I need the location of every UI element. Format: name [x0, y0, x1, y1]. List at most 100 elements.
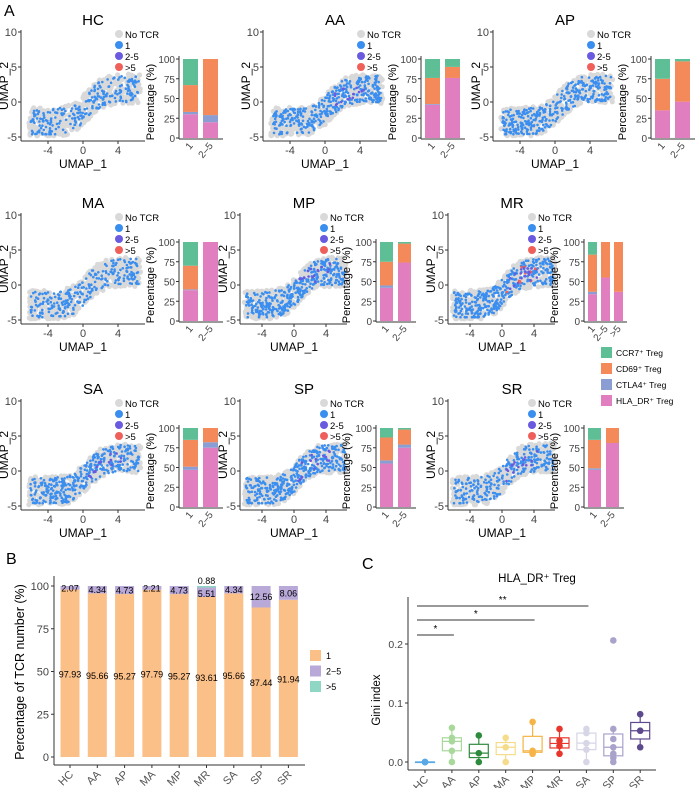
umap-point-clone-1 — [317, 106, 321, 109]
umap-legend-swatch — [115, 213, 123, 221]
umap-point-clone-1 — [319, 115, 323, 119]
umap-point-clone-1 — [537, 257, 541, 261]
umap-point-clone-1 — [261, 311, 265, 315]
umap-point-clone-expanded — [534, 267, 537, 270]
umap-legend-label: 1 — [538, 224, 543, 235]
umap-point-clone-1 — [135, 80, 138, 84]
umap-point-clone-1 — [533, 283, 537, 287]
umap-point-clone-1 — [360, 80, 364, 84]
umap-point-clone-1 — [48, 111, 52, 114]
umap-point-clone-1 — [245, 292, 249, 295]
umap-point-clone-1 — [487, 304, 490, 308]
umap-point-clone-1 — [61, 128, 65, 132]
umap-point-clone-1 — [51, 124, 54, 127]
umap-legend-swatch — [357, 30, 365, 38]
umap-point-clone-1 — [118, 258, 122, 261]
umap-point-clone-expanded — [505, 290, 509, 294]
umap-point-no-tcr — [535, 284, 541, 290]
umap-point-clone-1 — [66, 312, 70, 316]
umap-point-no-tcr — [343, 75, 349, 81]
umap-point-clone-1 — [64, 109, 67, 113]
umap-point-clone-1 — [511, 271, 514, 274]
umap-point-clone-1 — [329, 277, 333, 280]
umap-point-clone-1 — [350, 102, 354, 105]
umap-point-clone-1 — [322, 268, 326, 271]
umap-point-clone-1 — [556, 93, 559, 96]
umap-point-clone-1 — [246, 312, 250, 315]
umap-point-clone-1 — [33, 309, 37, 312]
umap-point-clone-1 — [323, 263, 327, 266]
umap-point-clone-1 — [475, 298, 479, 302]
umap-point-clone-1 — [288, 120, 292, 124]
umap-point-clone-1 — [268, 308, 272, 312]
umap-point-clone-1 — [516, 123, 519, 127]
umap-point-clone-1 — [326, 112, 329, 116]
umap-point-clone-1 — [358, 98, 362, 101]
umap-x-tick-label: -4 — [465, 328, 475, 340]
umap-point-clone-1 — [538, 111, 542, 115]
umap-point-clone-1 — [594, 80, 597, 84]
umap-point-clone-1 — [335, 257, 338, 261]
umap-point-clone-1 — [97, 81, 100, 85]
umap-point-clone-1 — [78, 105, 81, 109]
umap-point-clone-1 — [126, 92, 129, 95]
bar-y-tick-label: 100 — [400, 55, 417, 66]
umap-point-clone-1 — [56, 311, 59, 315]
umap-point-clone-1 — [485, 292, 488, 296]
umap-point-clone-1 — [112, 261, 115, 265]
umap-point-clone-1 — [313, 269, 316, 273]
umap-point-clone-1 — [464, 293, 468, 296]
umap-point-clone-1 — [289, 123, 293, 127]
umap-point-clone-expanded — [526, 267, 529, 270]
umap-point-clone-1 — [104, 271, 108, 275]
umap-point-clone-1 — [77, 117, 81, 121]
bar-segment-ccr7 — [183, 242, 198, 266]
umap-point-clone-1 — [328, 97, 331, 101]
umap-point-clone-1 — [308, 285, 311, 289]
umap-point-clone-1 — [301, 115, 305, 118]
umap-point-clone-1 — [563, 97, 566, 101]
umap-point-clone-1 — [527, 119, 530, 122]
umap-point-clone-1 — [61, 311, 65, 314]
umap-point-clone-1 — [90, 269, 94, 272]
umap-point-clone-1 — [116, 93, 119, 96]
umap-point-clone-1 — [452, 314, 456, 317]
umap-point-clone-1 — [535, 129, 539, 133]
bar-segment-ccr7 — [655, 59, 670, 79]
umap-point-clone-1 — [604, 96, 608, 99]
umap-point-clone-1 — [509, 108, 512, 111]
umap-point-clone-1 — [126, 275, 129, 278]
umap-point-clone-1 — [274, 120, 278, 124]
umap-point-clone-1 — [33, 113, 37, 116]
umap-point-clone-1 — [46, 111, 50, 114]
umap-point-clone-1 — [271, 299, 274, 302]
umap-point-clone-1 — [555, 110, 559, 114]
umap-point-clone-expanded — [357, 90, 361, 94]
umap-point-clone-1 — [494, 286, 498, 290]
umap-point-clone-1 — [316, 260, 320, 263]
umap-point-clone-1 — [274, 294, 278, 297]
umap-point-clone-1 — [541, 116, 545, 120]
umap-point-clone-1 — [542, 271, 545, 275]
umap-point-clone-expanded — [523, 274, 527, 278]
umap-point-clone-1 — [322, 283, 326, 287]
umap-legend-label: No TCR — [125, 30, 159, 41]
umap-point-clone-1 — [480, 293, 484, 297]
umap-point-clone-1 — [538, 262, 542, 265]
umap-point-clone-1 — [535, 260, 538, 263]
umap-point-clone-1 — [312, 127, 316, 130]
umap-point-clone-1 — [295, 281, 299, 284]
umap-point-clone-1 — [41, 308, 44, 312]
umap-point-clone-1 — [57, 297, 61, 301]
bar-y-tick-label: 100 — [563, 238, 580, 249]
umap-point-clone-1 — [73, 303, 77, 307]
umap-point-clone-1 — [502, 300, 506, 303]
umap-point-clone-1 — [543, 126, 547, 129]
umap-x-tick-label: -4 — [43, 145, 53, 157]
umap-point-clone-1 — [328, 94, 332, 97]
umap-point-clone-1 — [375, 97, 378, 101]
umap-point-clone-1 — [125, 100, 128, 104]
umap-point-clone-1 — [94, 97, 98, 100]
umap-y-tick-label: -5 — [434, 315, 444, 327]
